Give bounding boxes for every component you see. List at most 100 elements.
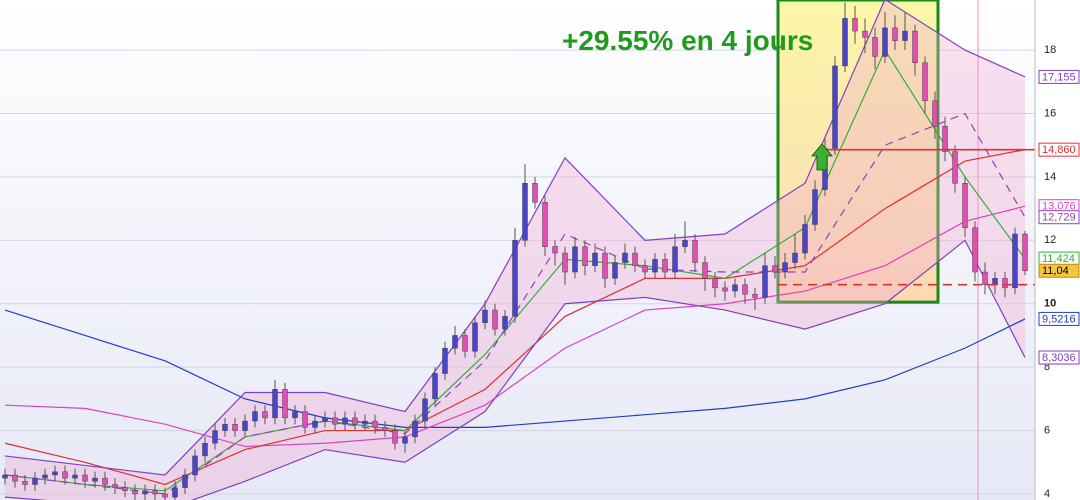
candle-body [762, 265, 768, 298]
candle-body [642, 265, 648, 273]
candle-body [872, 37, 878, 57]
candle-body [542, 202, 548, 247]
candle-body [22, 481, 28, 485]
candle-body [472, 322, 478, 352]
candle-body [892, 27, 898, 41]
indicator-line [4, 205, 1026, 448]
candle-body [152, 490, 158, 495]
candle-body [512, 240, 518, 317]
candle-body [402, 436, 408, 444]
candle-body [782, 262, 788, 273]
value-label: 12,729 [1042, 212, 1076, 224]
candle-body [712, 278, 718, 289]
candle-body [562, 252, 568, 273]
indicator-line [4, 309, 1026, 428]
candle-body [602, 252, 608, 279]
y-tick-label: 12 [1044, 234, 1056, 246]
candle-body [942, 125, 948, 152]
candle-body [322, 417, 328, 422]
candle-body [612, 262, 618, 279]
y-tick-label: 18 [1044, 44, 1056, 56]
candle-body [212, 430, 218, 444]
candle-body [772, 265, 778, 273]
candle-body [102, 477, 108, 485]
candle-body [452, 335, 458, 349]
candle-body [852, 18, 858, 32]
arrow [810, 143, 834, 171]
candle-body [2, 474, 8, 479]
candle-body [962, 183, 968, 228]
indicator-line [4, 239, 1026, 500]
candle-body [952, 151, 958, 184]
candle-body [412, 420, 418, 438]
indicator-line [4, 149, 1026, 486]
candle-body [32, 477, 38, 485]
candle-body [432, 373, 438, 400]
candle-body [812, 189, 818, 225]
candle-body [332, 417, 338, 425]
candle-body [302, 411, 308, 428]
candle-body [52, 471, 58, 476]
candle-body [362, 420, 368, 425]
y-tick-label: 6 [1044, 424, 1050, 436]
candle-body [272, 389, 278, 419]
candle-body [582, 246, 588, 266]
y-tick-label: 14 [1044, 171, 1056, 183]
indicator-line [4, 112, 1026, 495]
value-label: 14,860 [1042, 144, 1076, 156]
value-label-box [1038, 311, 1080, 326]
candle-body [1002, 278, 1008, 289]
candle-body [192, 455, 198, 476]
candle-body [92, 477, 98, 482]
value-label: 8,3036 [1042, 352, 1076, 364]
candle-body [502, 316, 508, 330]
candle-body [352, 417, 358, 425]
candle-body [62, 471, 68, 479]
indicator-line [4, 48, 1026, 492]
candle-body [482, 309, 488, 323]
candle-body [112, 484, 118, 488]
candle-body [162, 493, 168, 498]
candle-body [882, 27, 888, 57]
candle-body [242, 420, 248, 431]
candle-body [82, 474, 88, 482]
value-label-box [1038, 69, 1080, 84]
plot-area [2, 0, 1035, 500]
y-tick-label: 4 [1044, 488, 1050, 500]
candle-body [732, 284, 738, 292]
candle-body [862, 30, 868, 38]
candle-body [1012, 233, 1018, 289]
candle-body [282, 389, 288, 419]
candle-body [632, 252, 638, 266]
candle-body [752, 294, 758, 298]
candle-body [492, 309, 498, 330]
value-label: 11,424 [1042, 253, 1075, 265]
candle-body [42, 474, 48, 479]
candle-body [422, 398, 428, 422]
candle-body [832, 65, 838, 149]
candle-body [672, 246, 678, 273]
value-label-box [1038, 350, 1080, 365]
candle-body [532, 183, 538, 203]
candle-body [392, 430, 398, 444]
candle-body [972, 227, 978, 273]
candle-body [442, 347, 448, 374]
y-tick-label: 10 [1044, 298, 1056, 310]
value-label-box [1038, 263, 1080, 278]
candle-body [372, 420, 378, 428]
y-tick-label: 16 [1044, 107, 1056, 119]
candle-body [992, 278, 998, 285]
candle-body [652, 259, 658, 273]
candle-body [792, 252, 798, 263]
candle-body [802, 224, 808, 254]
candle-body [932, 100, 938, 127]
candle-body [142, 490, 148, 495]
candle-body [552, 246, 558, 254]
candle-body [722, 287, 728, 292]
candle-body [702, 262, 708, 279]
value-label: 17,155 [1042, 71, 1076, 83]
candle-body [182, 474, 188, 488]
candle-body [252, 411, 258, 422]
value-label-box [1038, 210, 1080, 225]
value-label: 11,04 [1042, 265, 1069, 277]
